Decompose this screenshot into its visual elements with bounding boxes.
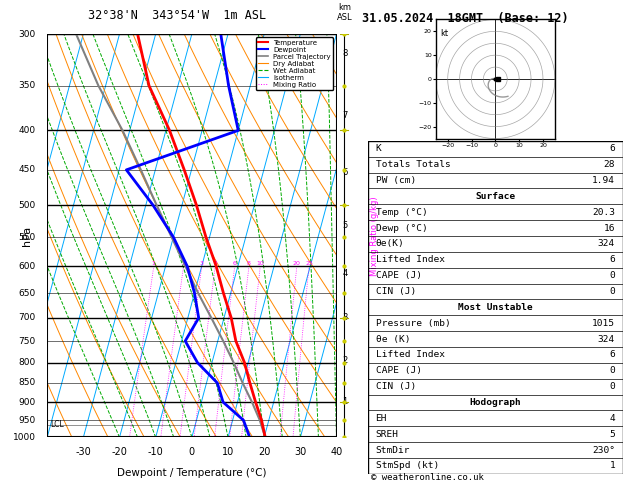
Text: 25: 25	[305, 261, 313, 266]
Text: 400: 400	[18, 126, 36, 135]
Text: 8: 8	[342, 49, 348, 58]
Text: 1: 1	[342, 397, 348, 406]
Text: CIN (J): CIN (J)	[376, 287, 416, 296]
Text: θe (K): θe (K)	[376, 334, 410, 344]
Text: 32°38'N  343°54'W  1m ASL: 32°38'N 343°54'W 1m ASL	[88, 9, 267, 22]
Text: 6: 6	[233, 261, 237, 266]
Text: 324: 324	[598, 240, 615, 248]
Text: 6: 6	[610, 255, 615, 264]
Text: 30: 30	[294, 448, 306, 457]
Text: 4: 4	[342, 269, 348, 278]
Text: 3: 3	[200, 261, 204, 266]
Text: 850: 850	[18, 379, 36, 387]
Text: km
ASL: km ASL	[337, 2, 353, 22]
Text: 1: 1	[610, 461, 615, 470]
Text: 6: 6	[610, 144, 615, 154]
Text: Lifted Index: Lifted Index	[376, 350, 445, 360]
Text: 31.05.2024  18GMT  (Base: 12): 31.05.2024 18GMT (Base: 12)	[362, 12, 568, 25]
Text: 6: 6	[610, 350, 615, 360]
Text: 5: 5	[342, 221, 348, 230]
Text: 7: 7	[342, 111, 348, 121]
Text: LCL: LCL	[50, 420, 64, 429]
Text: -10: -10	[148, 448, 164, 457]
Text: CAPE (J): CAPE (J)	[376, 366, 421, 375]
Text: 20.3: 20.3	[592, 208, 615, 217]
Text: CAPE (J): CAPE (J)	[376, 271, 421, 280]
Text: Mixing Ratio (g/kg): Mixing Ratio (g/kg)	[370, 196, 379, 276]
Text: Most Unstable: Most Unstable	[458, 303, 533, 312]
Text: K: K	[376, 144, 381, 154]
Text: 950: 950	[18, 416, 36, 425]
Text: StmSpd (kt): StmSpd (kt)	[376, 461, 439, 470]
Text: 16: 16	[604, 224, 615, 233]
Text: 500: 500	[18, 201, 36, 209]
Text: 1000: 1000	[13, 433, 36, 442]
Text: CIN (J): CIN (J)	[376, 382, 416, 391]
Text: Pressure (mb): Pressure (mb)	[376, 319, 450, 328]
Text: 300: 300	[18, 30, 36, 38]
Text: 6: 6	[342, 168, 348, 177]
Text: 0: 0	[610, 287, 615, 296]
Text: 0: 0	[610, 366, 615, 375]
Text: Surface: Surface	[476, 192, 515, 201]
Text: 550: 550	[18, 233, 36, 242]
Text: Totals Totals: Totals Totals	[376, 160, 450, 169]
Text: 10: 10	[222, 448, 234, 457]
Text: kt: kt	[440, 29, 448, 38]
Text: 3: 3	[342, 313, 348, 322]
Text: 1015: 1015	[592, 319, 615, 328]
Legend: Temperature, Dewpoint, Parcel Trajectory, Dry Adiabat, Wet Adiabat, Isotherm, Mi: Temperature, Dewpoint, Parcel Trajectory…	[256, 37, 333, 90]
Text: 600: 600	[18, 262, 36, 271]
Text: EH: EH	[376, 414, 387, 423]
Text: 350: 350	[18, 81, 36, 90]
Text: 10: 10	[257, 261, 264, 266]
Text: 450: 450	[18, 165, 36, 174]
Text: 28: 28	[604, 160, 615, 169]
Text: 5: 5	[610, 430, 615, 439]
Text: Lifted Index: Lifted Index	[376, 255, 445, 264]
Text: PW (cm): PW (cm)	[376, 176, 416, 185]
Text: 4: 4	[213, 261, 217, 266]
Text: -20: -20	[111, 448, 128, 457]
Text: 0: 0	[610, 271, 615, 280]
Text: 700: 700	[18, 313, 36, 322]
Text: 40: 40	[330, 448, 343, 457]
Text: 2: 2	[182, 261, 186, 266]
Text: 20: 20	[258, 448, 270, 457]
Text: Hodograph: Hodograph	[469, 398, 521, 407]
Text: StmDir: StmDir	[376, 446, 410, 454]
Text: 650: 650	[18, 289, 36, 297]
Text: 2: 2	[342, 356, 348, 365]
Text: © weatheronline.co.uk: © weatheronline.co.uk	[371, 473, 484, 482]
Text: Dewpoint / Temperature (°C): Dewpoint / Temperature (°C)	[117, 468, 267, 478]
Text: θe(K): θe(K)	[376, 240, 404, 248]
Text: 230°: 230°	[592, 446, 615, 454]
Text: 0: 0	[610, 382, 615, 391]
Text: 750: 750	[18, 336, 36, 346]
Text: Temp (°C): Temp (°C)	[376, 208, 427, 217]
Text: 1.94: 1.94	[592, 176, 615, 185]
Text: -30: -30	[75, 448, 91, 457]
Text: hPa: hPa	[22, 226, 32, 246]
Text: SREH: SREH	[376, 430, 399, 439]
Text: 1: 1	[152, 261, 156, 266]
Text: 800: 800	[18, 358, 36, 367]
Text: 900: 900	[18, 398, 36, 407]
Text: 0: 0	[189, 448, 195, 457]
Text: 4: 4	[610, 414, 615, 423]
Text: 324: 324	[598, 334, 615, 344]
Text: 20: 20	[293, 261, 301, 266]
Text: Dewp (°C): Dewp (°C)	[376, 224, 427, 233]
Text: 8: 8	[247, 261, 251, 266]
